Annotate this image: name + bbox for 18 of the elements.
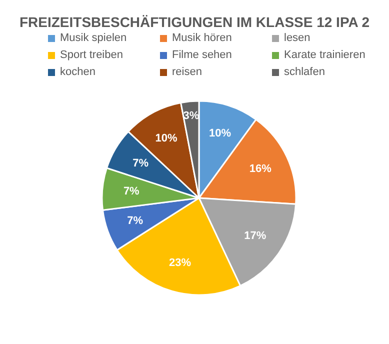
legend-label: Sport treiben	[60, 49, 123, 61]
data-label: 10%	[208, 127, 232, 140]
data-label: 7%	[123, 186, 140, 198]
legend-label: Filme sehen	[172, 49, 232, 61]
legend-label: kochen	[60, 66, 96, 78]
data-label: 7%	[132, 157, 149, 170]
data-label: 7%	[127, 215, 144, 227]
legend-label: Musik hören	[172, 32, 232, 44]
legend-label: lesen	[284, 32, 310, 44]
legend-label: Karate trainieren	[284, 49, 366, 61]
data-label: 16%	[249, 163, 272, 176]
chart-title: FREIZEITSBESCHÄFTIGUNGEN IM KLASSE 12 IPA 2	[18, 13, 371, 32]
data-label: 23%	[169, 257, 192, 270]
legend-label: reisen	[172, 66, 202, 78]
legend-label: schlafen	[284, 66, 325, 78]
data-label: 17%	[244, 230, 266, 242]
data-label: 10%	[155, 132, 178, 144]
legend-label: Musik spielen	[60, 32, 127, 44]
